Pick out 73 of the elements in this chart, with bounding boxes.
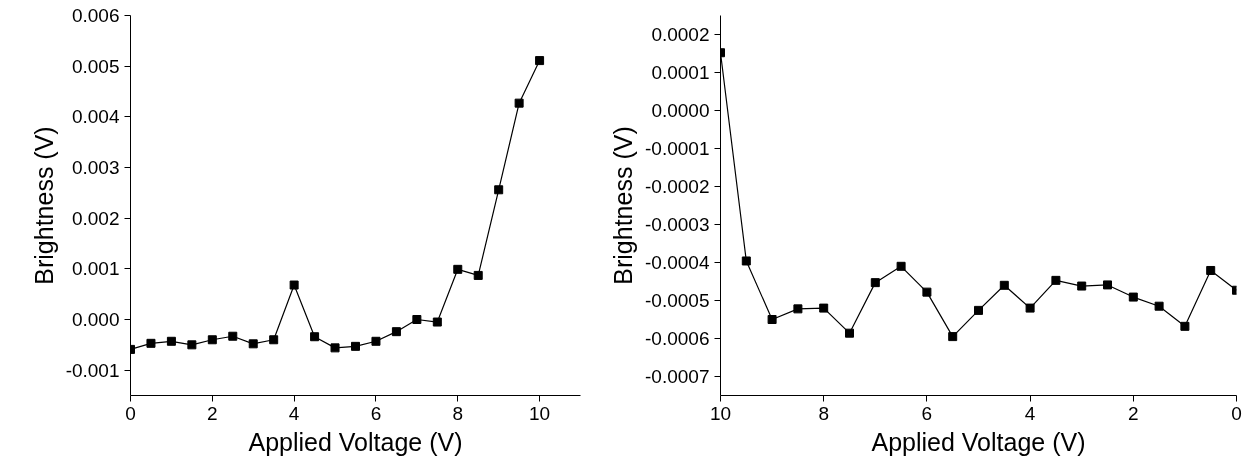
point [793,304,803,314]
y-tick-label: 0.0001 [651,62,710,83]
x-tick-label: 6 [921,402,933,424]
y-tick-label: 0.003 [71,157,120,178]
x-tick-label: 0 [1231,402,1242,424]
point [269,335,279,345]
point [767,315,777,324]
x-tick-label: 2 [207,402,218,424]
point [741,256,751,266]
y-tick-label: 0.005 [71,55,120,77]
y-tick-label: 0.002 [71,207,120,229]
point [1154,301,1164,311]
point [1128,292,1138,302]
point [207,335,217,345]
point [228,331,238,341]
y-tick-label: 0.0002 [651,24,710,45]
point [845,328,854,338]
y-tick-label: 0.006 [71,5,120,26]
point [1180,321,1190,331]
y-tick-label: -0.0005 [645,290,710,311]
point [819,303,829,313]
point [1103,280,1112,290]
point [1206,265,1216,275]
y-tick-label: 0.004 [71,106,120,128]
point [473,270,483,280]
x-tick-label: 0 [125,402,136,424]
point [289,280,299,290]
y-axis-title: Brightness (V) [609,126,638,285]
point [412,315,422,324]
y-tick-label: -0.0001 [645,138,710,159]
y-tick-label: -0.0006 [645,328,710,349]
point [248,339,258,349]
x-tick-label: 4 [1024,402,1036,424]
x-tick-label: 6 [370,402,382,424]
point [187,340,197,350]
point [351,341,360,351]
point [1051,275,1061,285]
y-tick-label: -0.0007 [645,366,710,387]
y-axis-title: Brightness (V) [29,126,58,285]
point [432,317,442,327]
point [371,336,381,346]
point [146,338,156,348]
x-tick-label: 10 [709,402,732,424]
y-tick-label: -0.001 [65,359,120,381]
x-axis-title: Applied Voltage (V) [871,427,1086,456]
x-tick-label: 2 [1128,402,1139,424]
point [948,332,958,342]
point [535,56,545,66]
point [974,305,983,315]
point [494,185,504,195]
point [453,264,463,274]
point [166,336,176,346]
point [310,332,320,342]
point [999,280,1009,290]
x-axis-title: Applied Voltage (V) [248,427,463,456]
point [922,287,932,297]
x-tick-label: 8 [818,402,829,424]
y-tick-label: 0.000 [71,309,120,330]
x-tick-label: 4 [288,402,300,424]
x-tick-label: 8 [452,402,464,424]
point [1077,281,1087,291]
point [330,343,340,353]
y-tick-label: -0.0003 [645,214,710,235]
point [514,98,524,108]
point [870,278,880,288]
y-tick-label: 0.0000 [651,100,710,121]
y-tick-label: -0.0002 [645,176,710,197]
point [1025,303,1035,313]
y-tick-label: 0.001 [71,258,120,280]
point [896,261,906,271]
point [391,327,401,337]
x-tick-label: 10 [529,402,551,424]
y-tick-label: -0.0004 [645,252,710,273]
